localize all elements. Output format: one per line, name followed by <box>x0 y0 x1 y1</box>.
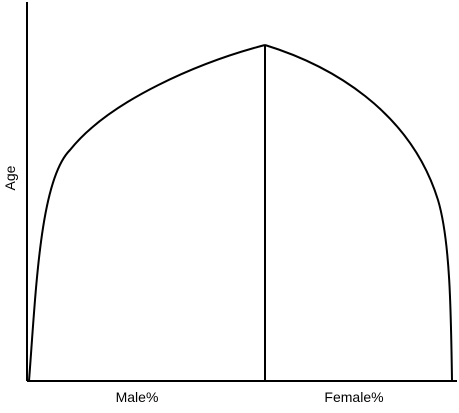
x-label-female: Female% <box>324 389 383 405</box>
y-axis-label: Age <box>2 165 18 190</box>
x-label-male: Male% <box>116 389 159 405</box>
female-curve <box>264 44 453 382</box>
male-curve <box>28 44 266 382</box>
